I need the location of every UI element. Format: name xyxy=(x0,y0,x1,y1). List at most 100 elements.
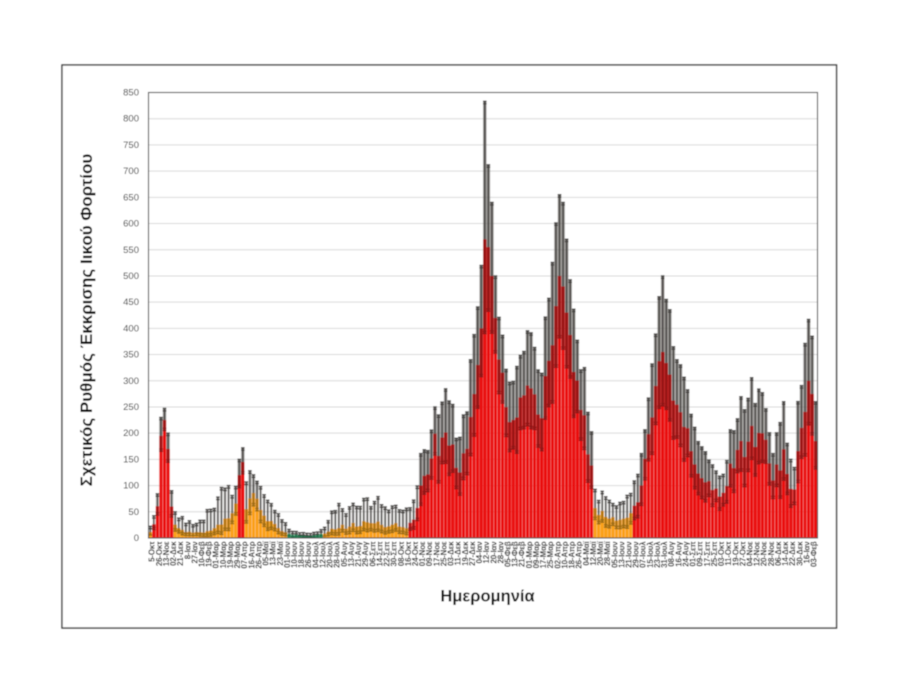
svg-text:650: 650 xyxy=(123,192,139,203)
svg-text:19-Μαρ: 19-Μαρ xyxy=(226,541,235,568)
svg-text:700: 700 xyxy=(123,166,139,177)
svg-text:25-Μαρ: 25-Μαρ xyxy=(546,541,555,568)
svg-text:16-Απρ: 16-Απρ xyxy=(247,541,256,568)
svg-text:12-Μαϊ: 12-Μαϊ xyxy=(589,541,598,566)
svg-text:21-Δεκ: 21-Δεκ xyxy=(176,541,185,566)
svg-text:30-Δεκ: 30-Δεκ xyxy=(795,541,804,566)
svg-text:100: 100 xyxy=(123,481,139,492)
svg-text:07-Ιουλ: 07-Ιουλ xyxy=(639,541,648,568)
svg-text:450: 450 xyxy=(123,297,139,308)
svg-text:800: 800 xyxy=(123,114,139,125)
svg-text:09-Νοε: 09-Νοε xyxy=(425,541,434,566)
svg-text:Σχετικός Ρυθμός Έκκρισης Ιικού: Σχετικός Ρυθμός Έκκρισης Ιικού Φορτίου xyxy=(77,154,96,487)
svg-text:14-Σεπ: 14-Σεπ xyxy=(375,541,384,566)
svg-text:11-Οκτ: 11-Οκτ xyxy=(724,541,733,566)
svg-text:150: 150 xyxy=(123,454,139,465)
svg-text:8-Ιαν: 8-Ιαν xyxy=(183,541,192,559)
svg-text:21-Αυγ: 21-Αυγ xyxy=(354,541,363,567)
svg-text:26-Απρ: 26-Απρ xyxy=(254,541,263,568)
svg-text:25-Σεπ: 25-Σεπ xyxy=(710,541,719,566)
svg-text:15-Ιουλ: 15-Ιουλ xyxy=(646,541,655,568)
svg-text:350: 350 xyxy=(123,350,139,361)
svg-text:10-Απρ: 10-Απρ xyxy=(560,541,569,568)
svg-text:07-Απρ: 07-Απρ xyxy=(240,541,249,568)
svg-text:12-Νοε: 12-Νοε xyxy=(753,541,762,566)
svg-text:04-Ιουλ: 04-Ιουλ xyxy=(311,541,320,568)
svg-text:14-Δεκ: 14-Δεκ xyxy=(781,541,790,566)
svg-text:300: 300 xyxy=(123,376,139,387)
svg-text:25-Νοε: 25-Νοε xyxy=(439,541,448,566)
svg-text:29-Μαρ: 29-Μαρ xyxy=(233,541,242,568)
svg-text:13-Αυγ: 13-Αυγ xyxy=(347,541,356,567)
svg-text:13-Νοε: 13-Νοε xyxy=(162,541,171,566)
svg-text:17-Νοε: 17-Νοε xyxy=(432,541,441,566)
svg-text:03-Δεκ: 03-Δεκ xyxy=(447,541,456,566)
svg-text:28-Ιουλ: 28-Ιουλ xyxy=(333,541,342,568)
svg-text:04-Μαϊ: 04-Μαϊ xyxy=(582,541,591,566)
svg-text:05-Μαϊ: 05-Μαϊ xyxy=(262,541,271,566)
svg-text:850: 850 xyxy=(123,88,139,99)
svg-text:09-Σεπ: 09-Σεπ xyxy=(696,541,705,566)
svg-text:50: 50 xyxy=(128,507,139,518)
svg-text:12-Ιουλ: 12-Ιουλ xyxy=(318,541,327,568)
svg-text:13-Μαϊ: 13-Μαϊ xyxy=(269,541,278,566)
svg-text:10-Φεβ: 10-Φεβ xyxy=(197,541,206,567)
svg-text:30-Σεπ: 30-Σεπ xyxy=(390,541,399,566)
svg-text:06-Σεπ: 06-Σεπ xyxy=(368,541,377,566)
svg-text:Ημερομηνία: Ημερομηνία xyxy=(440,588,534,606)
svg-text:20-Μαϊ: 20-Μαϊ xyxy=(596,541,605,566)
svg-text:17-Σεπ: 17-Σεπ xyxy=(703,541,712,566)
svg-text:01-Μαρ: 01-Μαρ xyxy=(525,541,534,568)
svg-text:05-Ιουν: 05-Ιουν xyxy=(610,541,619,568)
svg-text:24-Αυγ: 24-Αυγ xyxy=(681,541,690,567)
svg-text:01-Ιουν: 01-Ιουν xyxy=(283,541,292,568)
svg-text:20-Ιαν: 20-Ιαν xyxy=(489,541,498,564)
svg-text:550: 550 xyxy=(123,245,139,256)
svg-text:10-Μαρ: 10-Μαρ xyxy=(219,541,228,568)
svg-text:12-Ιαν: 12-Ιαν xyxy=(482,541,491,564)
svg-text:20-Ιουλ: 20-Ιουλ xyxy=(326,541,335,568)
svg-text:04-Νοε: 04-Νοε xyxy=(745,541,754,566)
svg-text:19-Οκτ: 19-Οκτ xyxy=(731,541,740,566)
svg-text:18-Ιουν: 18-Ιουν xyxy=(297,541,306,568)
svg-text:05-Φεβ: 05-Φεβ xyxy=(504,541,513,567)
svg-text:17-Μαρ: 17-Μαρ xyxy=(539,541,548,568)
svg-text:03-Οκτ: 03-Οκτ xyxy=(717,541,726,566)
svg-text:19-Δεκ: 19-Δεκ xyxy=(461,541,470,566)
svg-text:500: 500 xyxy=(123,271,139,282)
svg-text:27-Ιαν: 27-Ιαν xyxy=(190,541,199,564)
svg-text:05-Αυγ: 05-Αυγ xyxy=(340,541,349,567)
svg-text:02-Απρ: 02-Απρ xyxy=(553,541,562,568)
svg-text:13-Φεβ: 13-Φεβ xyxy=(511,541,520,567)
svg-text:31-Ιουλ: 31-Ιουλ xyxy=(660,541,669,568)
svg-text:600: 600 xyxy=(123,219,139,230)
svg-text:01-Σεπ: 01-Σεπ xyxy=(689,541,698,566)
svg-text:26-Απρ: 26-Απρ xyxy=(575,541,584,568)
svg-text:29-Ιουν: 29-Ιουν xyxy=(632,541,641,568)
svg-text:200: 200 xyxy=(123,428,139,439)
svg-text:28-Μαϊ: 28-Μαϊ xyxy=(603,541,612,566)
svg-text:01-Νοε: 01-Νοε xyxy=(418,541,427,566)
svg-text:20-Νοε: 20-Νοε xyxy=(760,541,769,566)
svg-text:28-Ιαν: 28-Ιαν xyxy=(496,541,505,564)
svg-text:01-Μαρ: 01-Μαρ xyxy=(212,541,221,568)
svg-text:21-Ιουν: 21-Ιουν xyxy=(625,541,634,568)
svg-text:0: 0 xyxy=(134,533,139,544)
svg-text:24-Οκτ: 24-Οκτ xyxy=(411,541,420,566)
svg-text:23-Μαϊ: 23-Μαϊ xyxy=(276,541,285,566)
svg-text:04-Ιαν: 04-Ιαν xyxy=(475,541,484,564)
svg-text:19-Φεβ: 19-Φεβ xyxy=(205,541,214,567)
svg-text:750: 750 xyxy=(123,140,139,151)
svg-text:400: 400 xyxy=(123,323,139,334)
svg-text:11-Δεκ: 11-Δεκ xyxy=(454,541,463,566)
svg-text:23-Ιουλ: 23-Ιουλ xyxy=(653,541,662,568)
svg-text:26-Ιουν: 26-Ιουν xyxy=(304,541,313,568)
svg-text:06-Δεκ: 06-Δεκ xyxy=(774,541,783,566)
svg-text:21-Φεβ: 21-Φεβ xyxy=(518,541,527,567)
svg-text:22-Δεκ: 22-Δεκ xyxy=(788,541,797,566)
svg-text:29-Αυγ: 29-Αυγ xyxy=(361,541,370,567)
svg-text:28-Νοε: 28-Νοε xyxy=(767,541,776,566)
svg-text:27-Οκτ: 27-Οκτ xyxy=(738,541,747,566)
svg-text:08-Αυγ: 08-Αυγ xyxy=(667,541,676,567)
svg-text:03-Φεβ: 03-Φεβ xyxy=(810,541,819,567)
